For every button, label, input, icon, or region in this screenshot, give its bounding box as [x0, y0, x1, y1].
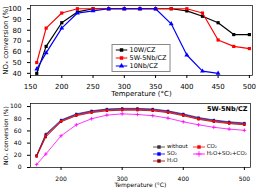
- svg-text:400: 400: [178, 175, 190, 182]
- html-text:without: without: [167, 143, 188, 150]
- svg-text:80: 80: [14, 115, 22, 122]
- svg-text:20: 20: [14, 151, 22, 158]
- html-text:SO₂: SO₂: [167, 150, 177, 157]
- svg-text:NOₓ conversion (%): NOₓ conversion (%): [2, 106, 9, 165]
- html-text:H₂O+SO₂+CO₂: H₂O+SO₂+CO₂: [206, 150, 247, 157]
- svg-text:5W-5Nb/CZ: 5W-5Nb/CZ: [207, 105, 248, 113]
- svg-text:100: 100: [10, 102, 22, 109]
- svg-text:50: 50: [13, 59, 22, 67]
- svg-text:200: 200: [55, 175, 67, 182]
- svg-text:350: 350: [148, 83, 163, 92]
- svg-text:60: 60: [13, 48, 22, 56]
- html-text:CO₂: CO₂: [206, 143, 218, 150]
- svg-text:500: 500: [243, 83, 256, 91]
- svg-text:40: 40: [13, 70, 22, 78]
- html-text:10W/CZ: 10W/CZ: [129, 45, 156, 54]
- svg-text:450: 450: [211, 83, 224, 91]
- html-text:5W-5Nb/CZ: 5W-5Nb/CZ: [129, 53, 167, 62]
- svg-text:Temperature (°C): Temperature (°C): [114, 181, 167, 189]
- svg-text:250: 250: [86, 83, 99, 91]
- svg-text:Temperature (°C): Temperature (°C): [110, 90, 172, 98]
- svg-text:300: 300: [116, 174, 128, 182]
- svg-text:400: 400: [180, 83, 193, 91]
- svg-text:70: 70: [13, 37, 22, 45]
- svg-text:NOₓ conversion (%): NOₓ conversion (%): [2, 6, 10, 75]
- svg-text:500: 500: [239, 175, 251, 182]
- html-text:H₂O: H₂O: [167, 157, 178, 164]
- svg-text:80: 80: [13, 27, 22, 35]
- svg-text:0: 0: [18, 163, 22, 170]
- svg-text:300: 300: [117, 83, 131, 92]
- svg-text:200: 200: [55, 83, 68, 91]
- svg-text:150: 150: [24, 83, 37, 91]
- html-text:10Nb/CZ: 10Nb/CZ: [129, 61, 158, 70]
- svg-text:90: 90: [13, 16, 22, 24]
- svg-text:60: 60: [14, 127, 22, 134]
- svg-text:100: 100: [8, 5, 22, 13]
- svg-text:40: 40: [14, 139, 22, 146]
